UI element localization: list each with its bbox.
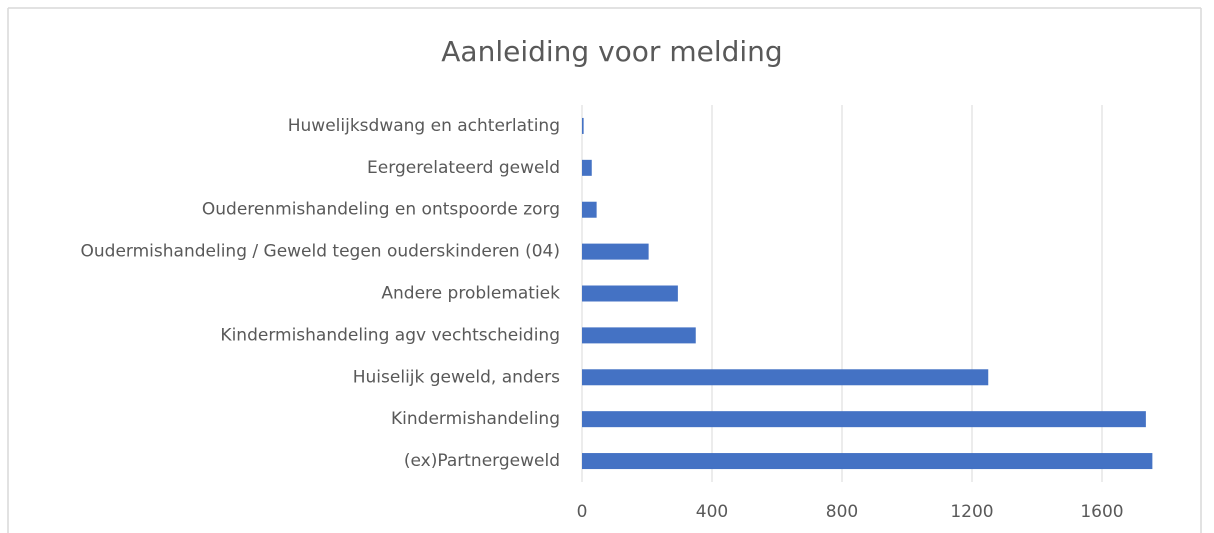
bar [582, 327, 696, 344]
x-tick-label: 400 [696, 502, 728, 522]
x-tick-label: 1600 [1080, 502, 1123, 522]
x-tick-label: 1200 [950, 502, 993, 522]
bar [582, 159, 592, 176]
chart-title: Aanleiding voor melding [441, 35, 782, 68]
bar [582, 117, 584, 134]
y-tick-label: Kindermishandeling agv vechtscheiding [220, 325, 560, 345]
bar [582, 369, 989, 386]
bar [582, 201, 597, 218]
y-tick-label: Oudermishandeling / Geweld tegen oudersk… [81, 242, 560, 262]
bar [582, 453, 1153, 470]
x-tick-label: 800 [826, 502, 858, 522]
bar [582, 411, 1146, 428]
y-tick-label: Andere problematiek [381, 284, 560, 304]
y-tick-label: (ex)Partnergeweld [404, 451, 560, 471]
x-tick-label: 0 [577, 502, 588, 522]
bar [582, 243, 649, 260]
y-tick-label: Huiselijk geweld, anders [353, 367, 560, 387]
bar [582, 285, 678, 302]
y-tick-label: Ouderenmishandeling en ontspoorde zorg [202, 200, 560, 220]
y-tick-label: Huwelijksdwang en achterlating [288, 116, 560, 136]
y-tick-label: Eergerelateerd geweld [367, 158, 560, 178]
y-tick-label: Kindermishandeling [391, 409, 560, 429]
